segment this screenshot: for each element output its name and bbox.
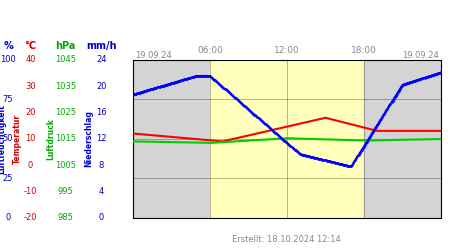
Text: hPa: hPa	[55, 41, 76, 51]
Text: °C: °C	[25, 41, 36, 51]
Text: 30: 30	[25, 82, 36, 91]
Text: 12:00: 12:00	[274, 46, 300, 55]
Text: 1045: 1045	[55, 56, 76, 64]
Bar	[210, 60, 364, 218]
Text: 24: 24	[96, 56, 107, 64]
Text: -10: -10	[24, 187, 37, 196]
Text: 19.09.24: 19.09.24	[135, 50, 172, 59]
Text: 1035: 1035	[55, 82, 76, 91]
Text: 18:00: 18:00	[351, 46, 377, 55]
Text: Luftfeuchtigkeit: Luftfeuchtigkeit	[0, 104, 6, 174]
Text: 0: 0	[99, 213, 104, 222]
Text: 100: 100	[0, 56, 16, 64]
Text: 20: 20	[25, 108, 36, 117]
Text: 995: 995	[58, 187, 73, 196]
Text: Erstellt: 18.10.2024 12:14: Erstellt: 18.10.2024 12:14	[233, 235, 341, 244]
Text: 19.09.24: 19.09.24	[402, 50, 439, 59]
Bar	[364, 60, 441, 218]
Text: 0: 0	[28, 160, 33, 170]
Text: Niederschlag: Niederschlag	[85, 110, 94, 167]
Text: 06:00: 06:00	[197, 46, 223, 55]
Text: 25: 25	[3, 174, 14, 182]
Text: 10: 10	[25, 134, 36, 143]
Text: %: %	[3, 41, 13, 51]
Text: 985: 985	[57, 213, 73, 222]
Text: 8: 8	[99, 160, 104, 170]
Text: 40: 40	[25, 56, 36, 64]
Text: 1025: 1025	[55, 108, 76, 117]
Text: 16: 16	[96, 108, 107, 117]
Text: 4: 4	[99, 187, 104, 196]
Text: Luftdruck: Luftdruck	[46, 118, 55, 160]
Text: Temperatur: Temperatur	[13, 114, 22, 164]
Text: 20: 20	[96, 82, 107, 91]
Bar	[133, 60, 210, 218]
Text: 0: 0	[5, 213, 11, 222]
Text: 1005: 1005	[55, 160, 76, 170]
Text: 1015: 1015	[55, 134, 76, 143]
Text: -20: -20	[24, 213, 37, 222]
Text: 12: 12	[96, 134, 107, 143]
Text: 50: 50	[3, 134, 14, 143]
Text: mm/h: mm/h	[86, 41, 117, 51]
Text: 75: 75	[3, 95, 14, 104]
